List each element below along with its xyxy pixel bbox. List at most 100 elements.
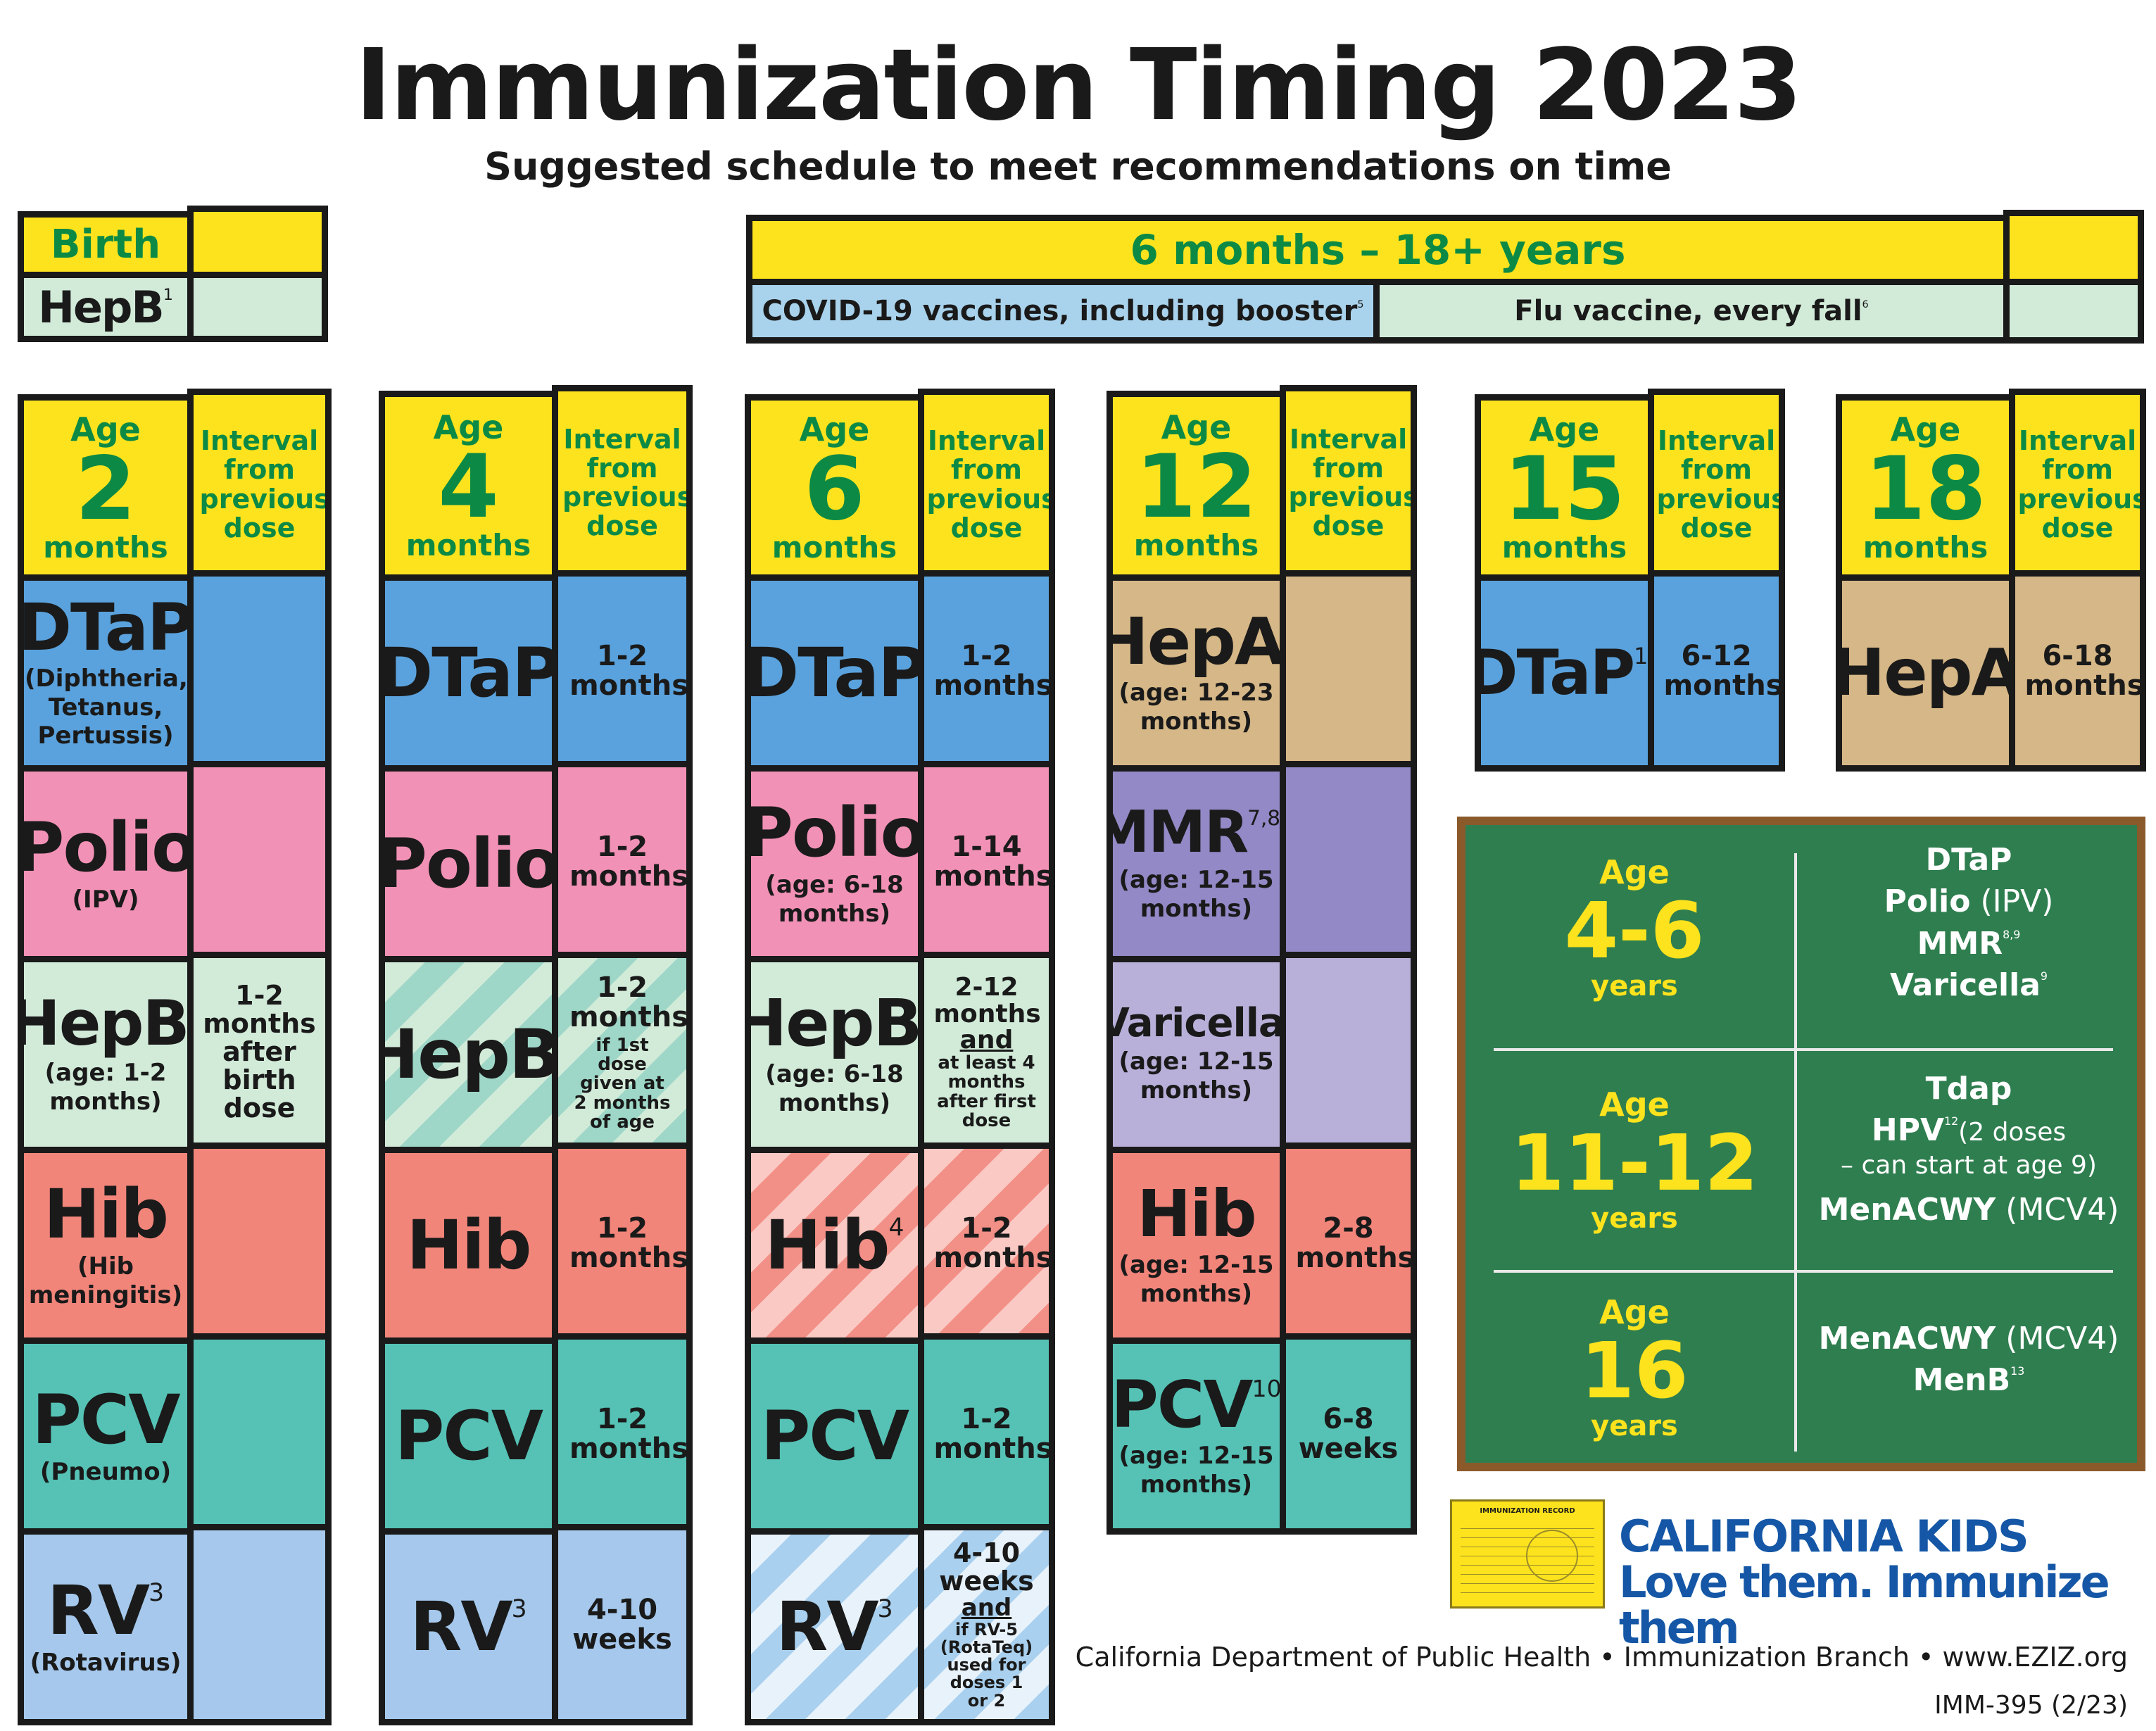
- covid-cell: COVID-19 vaccines, including booster5: [746, 279, 1380, 344]
- board-row1-age: Age 4-6 years: [1480, 853, 1789, 1003]
- birth-vaccine-footnote: 1: [163, 285, 173, 304]
- board-r1-v4: Varicella: [1890, 967, 2041, 1004]
- col6-header: Age 6 months: [745, 394, 924, 581]
- col12-hepa: HepA7 (age: 12-23 months): [1107, 574, 1286, 772]
- col2-rv-name: RV: [46, 1571, 150, 1650]
- covid-footnote: 5: [1357, 299, 1364, 310]
- col6-hepb-name: HepB: [745, 986, 921, 1062]
- top-bar-side: [2003, 279, 2144, 344]
- col4-hib-name: Hib: [406, 1206, 532, 1285]
- immunization-record-card: IMMUNIZATION RECORD: [1450, 1499, 1605, 1609]
- col4-age-number: 4: [438, 436, 499, 538]
- col6-polio-sub: (age: 6-18 months): [765, 871, 904, 928]
- col2-rv-sub: (Rotavirus): [30, 1648, 182, 1677]
- col4-rv: RV3: [379, 1528, 558, 1725]
- col15-dtap-name: DTaP: [1475, 636, 1635, 709]
- col12-pcv-footnote: 10: [1252, 1375, 1282, 1403]
- col6-dtap-name: DTaP: [745, 634, 924, 712]
- col6-hepb-sub: (age: 6-18 months): [765, 1060, 904, 1117]
- col12-pcv-interval: 6-8 weeks: [1280, 1333, 1417, 1535]
- col2-hepb: HepB2 (age: 1-2 months): [18, 956, 194, 1153]
- col12-varicella: Varicella9 (age: 12-15 months): [1107, 956, 1286, 1153]
- col6-rv-name: RV: [776, 1587, 878, 1666]
- board-divider-1: [1494, 1048, 2113, 1051]
- col6-rv-footnote: 3: [877, 1595, 893, 1623]
- col6-hepb: HepB2 (age: 6-18 months): [745, 956, 924, 1153]
- col4-polio-interval: 1-2 months: [552, 761, 693, 962]
- col2-polio-interval: [187, 761, 332, 962]
- col4-rv-name: RV: [410, 1587, 512, 1666]
- board-r1-v1: DTaP: [1925, 842, 2012, 878]
- col15-dtap-interval-text: 6-12 months: [1663, 640, 1783, 702]
- col4-hepb-interval: 1-2 months if 1st dose given at 2 months…: [552, 952, 693, 1153]
- board-row1-unit: years: [1591, 970, 1678, 1003]
- col15-dtap-footnote: 11: [1634, 644, 1648, 669]
- board-row1-range: 4-6: [1564, 886, 1705, 976]
- board-row2-unit: years: [1591, 1202, 1678, 1235]
- col18-months-label: months: [1862, 529, 1988, 565]
- col4-rv-interval: 4-10 weeks: [552, 1524, 693, 1725]
- board-row3-vaccines: MenACWY (MCV4) MenB13: [1803, 1318, 2134, 1402]
- col2-hib: Hib (Hib meningitis): [18, 1147, 194, 1344]
- board-r3-v1: MenACWY: [1818, 1321, 1996, 1357]
- col2-polio-sub: (IPV): [72, 885, 139, 914]
- col4-dtap: DTaP: [379, 574, 558, 772]
- col12-hib-interval-text: 2-8 months: [1295, 1212, 1415, 1274]
- col18-hepa-interval: 6-18 months: [2009, 570, 2146, 772]
- board-r2-v2-note2: – can start at age 9): [1841, 1150, 2097, 1180]
- col12-hepa-sub: (age: 12-23 months): [1118, 679, 1274, 736]
- board-divider-vertical: [1794, 853, 1797, 1452]
- col6-hepb-interval-text: 2-12 months: [933, 972, 1041, 1028]
- col12-mmr-name: MMR: [1107, 799, 1249, 867]
- board-row3-unit: years: [1591, 1410, 1678, 1443]
- birth-header-side: [187, 206, 328, 278]
- board-r1-v4-footnote: 9: [2040, 969, 2048, 983]
- col4-polio-interval-text: 1-2 months: [569, 831, 689, 893]
- col6-polio-name: Polio: [745, 793, 924, 873]
- col6-dtap-interval: 1-2 months: [918, 570, 1055, 772]
- board-divider-2: [1494, 1270, 2113, 1273]
- board-r1-v2: Polio: [1884, 883, 1971, 920]
- col2-months-label: months: [43, 529, 168, 565]
- col4-hepb-interval-text: 1-2 months: [569, 971, 689, 1033]
- col12-pcv-interval-text: 6-8 weeks: [1298, 1403, 1399, 1465]
- col2-hib-name: Hib: [44, 1175, 169, 1254]
- col2-polio: Polio (IPV): [18, 765, 194, 962]
- col4-interval-label: Interval from previous dose: [562, 423, 693, 542]
- birth-vaccine-name: HepB: [38, 281, 165, 333]
- board-row3-range: 16: [1580, 1326, 1689, 1416]
- birth-vaccine-side: [187, 272, 328, 342]
- page-subtitle: Suggested schedule to meet recommendatio…: [484, 144, 1672, 189]
- col2-pcv: PCV (Pneumo): [18, 1337, 194, 1535]
- col2-hepb-interval: 1-2 months after birth dose: [187, 952, 332, 1153]
- board-row3-age: Age 16 years: [1480, 1293, 1789, 1443]
- board-r1-v2-note: (IPV): [1970, 883, 2054, 920]
- record-card-seal: [1526, 1530, 1578, 1582]
- col6-hepb-interval-note: at least 4 months after first dose: [937, 1052, 1036, 1131]
- col6-rv-interval-text: 4-10 weeks: [939, 1537, 1034, 1597]
- chalkboard: Age 4-6 years DTaP Polio (IPV) MMR8,9 Va…: [1457, 817, 2145, 1471]
- col6-interval-header: Interval from previous dose: [918, 389, 1055, 581]
- col12-mmr-footnote: 7,8,9: [1247, 806, 1281, 831]
- flu-label: Flu vaccine, every fall: [1514, 295, 1862, 327]
- col6-polio-interval-text: 1-14 months: [933, 831, 1053, 893]
- col6-hib-name: Hib: [764, 1206, 890, 1285]
- col18-hepa-name: HepA: [1836, 635, 2015, 710]
- col12-hepa-name: HepA: [1107, 604, 1284, 680]
- col12-interval-header: Interval from previous dose: [1280, 385, 1417, 581]
- col18-age-number: 18: [1865, 438, 1986, 540]
- board-row1-vaccines: DTaP Polio (IPV) MMR8,9 Varicella9: [1803, 839, 2134, 1007]
- col2-rv: RV3 (Rotavirus): [18, 1528, 194, 1725]
- col12-varicella-name: Varicella: [1107, 1000, 1285, 1047]
- col6-rv-interval: 4-10 weeks and if RV-5 (RotaTeq) used fo…: [918, 1524, 1055, 1725]
- col12-hib-sub: (age: 12-15 months): [1118, 1251, 1274, 1308]
- board-r1-v3-footnote: 8,9: [2003, 927, 2021, 941]
- board-r2-v3: MenACWY: [1818, 1192, 1996, 1228]
- board-row1-age-label: Age: [1599, 853, 1670, 891]
- col12-age-number: 12: [1135, 436, 1257, 538]
- col4-rv-interval-text: 4-10 weeks: [572, 1594, 672, 1656]
- col4-rv-footnote: 3: [511, 1595, 527, 1623]
- col18-interval-header: Interval from previous dose: [2009, 389, 2146, 581]
- col4-hib-interval: 1-2 months: [552, 1143, 693, 1344]
- col2-age-number: 2: [75, 438, 137, 540]
